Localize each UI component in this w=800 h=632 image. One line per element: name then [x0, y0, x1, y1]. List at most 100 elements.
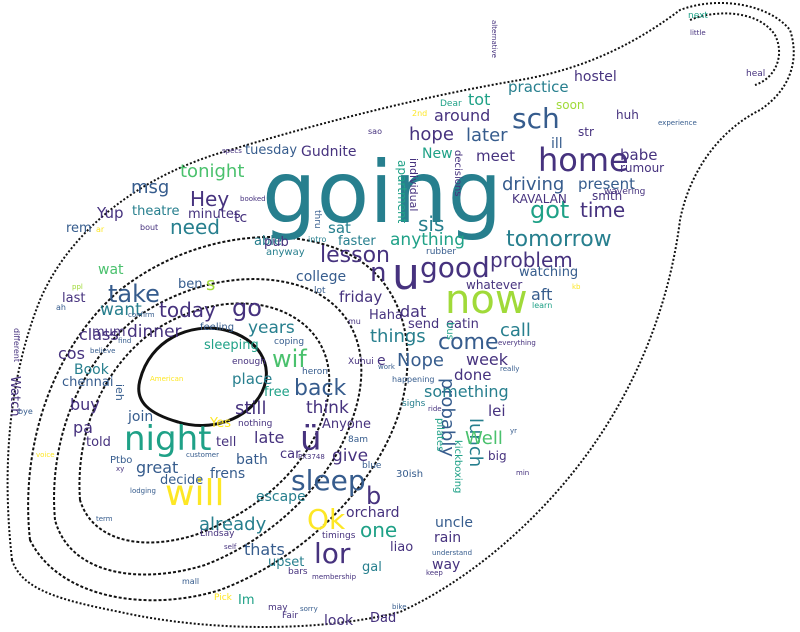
cloud-word: pa	[73, 418, 93, 437]
cloud-word: ieh	[113, 384, 126, 401]
cloud-word: now	[445, 277, 528, 323]
cloud-word: lodging	[130, 487, 156, 495]
cloud-word: believe	[90, 347, 116, 355]
cloud-word: problem	[490, 248, 573, 272]
cloud-word: pilates	[434, 418, 445, 452]
cloud-word: bye	[18, 407, 33, 416]
cloud-word: tell	[216, 435, 237, 450]
cloud-word: college	[296, 269, 347, 285]
cloud-word: wif	[272, 345, 307, 373]
cloud-word: anyway	[266, 247, 305, 258]
cloud-word: sat	[328, 219, 351, 237]
cloud-word: late	[254, 428, 285, 447]
cloud-word: already	[199, 514, 267, 535]
cloud-word: going	[262, 143, 503, 243]
cloud-word: e	[377, 353, 386, 369]
cloud-word: rem	[66, 221, 92, 236]
cloud-word: sao	[368, 127, 382, 136]
drumstick-ring-3	[78, 302, 331, 544]
cloud-word: buy	[70, 395, 100, 414]
cloud-word: term	[96, 515, 113, 523]
cloud-word: next	[688, 11, 708, 21]
cloud-word: escape	[256, 489, 306, 505]
cloud-word: think	[306, 398, 349, 418]
cloud-word: lei	[488, 402, 506, 420]
cloud-word: feeling	[200, 322, 235, 333]
cloud-word: nothing	[238, 419, 273, 429]
cloud-word: one	[360, 518, 398, 542]
cloud-word: chennai	[62, 375, 114, 390]
cloud-word: tomorrow	[506, 227, 612, 252]
cloud-word: individual	[407, 158, 420, 212]
cloud-word: find	[118, 337, 132, 345]
cloud-word: good	[420, 251, 490, 284]
cloud-word: orchard	[346, 505, 400, 521]
cloud-word: lot	[314, 286, 326, 296]
cloud-word: may	[268, 603, 288, 613]
cloud-word: little	[690, 29, 706, 37]
cloud-word: Fair	[282, 611, 299, 621]
cloud-word: confirm	[128, 311, 155, 319]
cloud-word: pub	[264, 235, 289, 250]
cloud-word: Haha	[369, 308, 403, 323]
cloud-word: Anyone	[322, 417, 372, 432]
cloud-word: xy	[116, 465, 125, 473]
cloud-word: heal	[746, 69, 766, 79]
cloud-word: learn	[532, 301, 553, 310]
cloud-word: soon	[556, 98, 585, 112]
cloud-word: Gudnite	[301, 144, 357, 160]
cloud-word: something	[424, 382, 509, 401]
cloud-word: minutes	[188, 207, 241, 222]
cloud-word: able	[254, 234, 282, 249]
cloud-word: done	[454, 366, 492, 384]
cloud-word: enough	[232, 357, 266, 367]
cloud-word: thats	[244, 540, 285, 559]
cloud-word: work	[378, 363, 395, 371]
cloud-word: dat	[400, 302, 427, 321]
cloud-word: look	[324, 613, 354, 629]
cloud-word: come	[438, 330, 499, 355]
cloud-word: PX3748	[298, 453, 325, 461]
cloud-word: n	[370, 258, 387, 288]
cloud-word: tuesday	[245, 143, 298, 158]
cloud-word: car	[280, 447, 301, 462]
cloud-word: Hey	[190, 187, 230, 211]
cloud-word: bath	[236, 452, 268, 468]
cloud-word: go	[232, 294, 262, 322]
cloud-word: driving	[502, 174, 565, 195]
cloud-word: last	[62, 291, 86, 306]
cloud-word: Xuhui	[348, 357, 374, 367]
cloud-word: heron	[302, 367, 328, 377]
cloud-word: New	[422, 146, 453, 162]
cloud-word: will	[165, 473, 225, 514]
cloud-word: faster	[338, 234, 376, 249]
cloud-word: hostel	[574, 69, 617, 85]
cloud-word: theatre	[132, 204, 180, 219]
cloud-word: really	[500, 365, 520, 373]
cloud-word: night	[124, 419, 212, 459]
cloud-word: watching	[519, 265, 579, 280]
cloud-word: mall	[182, 577, 200, 586]
cloud-word: got	[530, 196, 570, 224]
cloud-word: b	[366, 482, 382, 510]
cloud-word: eatin	[446, 317, 479, 332]
cloud-word: need	[170, 215, 220, 239]
cloud-word: around	[434, 106, 491, 125]
cloud-word: Well	[465, 428, 503, 449]
cloud-word: today	[159, 298, 216, 322]
cloud-word: different	[12, 328, 21, 362]
cloud-word: lesson	[320, 243, 390, 268]
cloud-word: smth	[592, 189, 623, 203]
cloud-word: babe	[620, 146, 658, 164]
cloud-word: friday	[339, 288, 383, 306]
cloud-word: hope	[409, 124, 454, 145]
cloud-word: whatever	[466, 278, 523, 292]
cloud-word: Dear	[440, 99, 462, 109]
cloud-word: meet	[476, 147, 515, 165]
drumstick-ring-1	[27, 236, 409, 602]
cloud-word: things	[370, 326, 426, 347]
cloud-word: sleep	[291, 464, 366, 497]
cloud-word: ah	[56, 303, 66, 312]
